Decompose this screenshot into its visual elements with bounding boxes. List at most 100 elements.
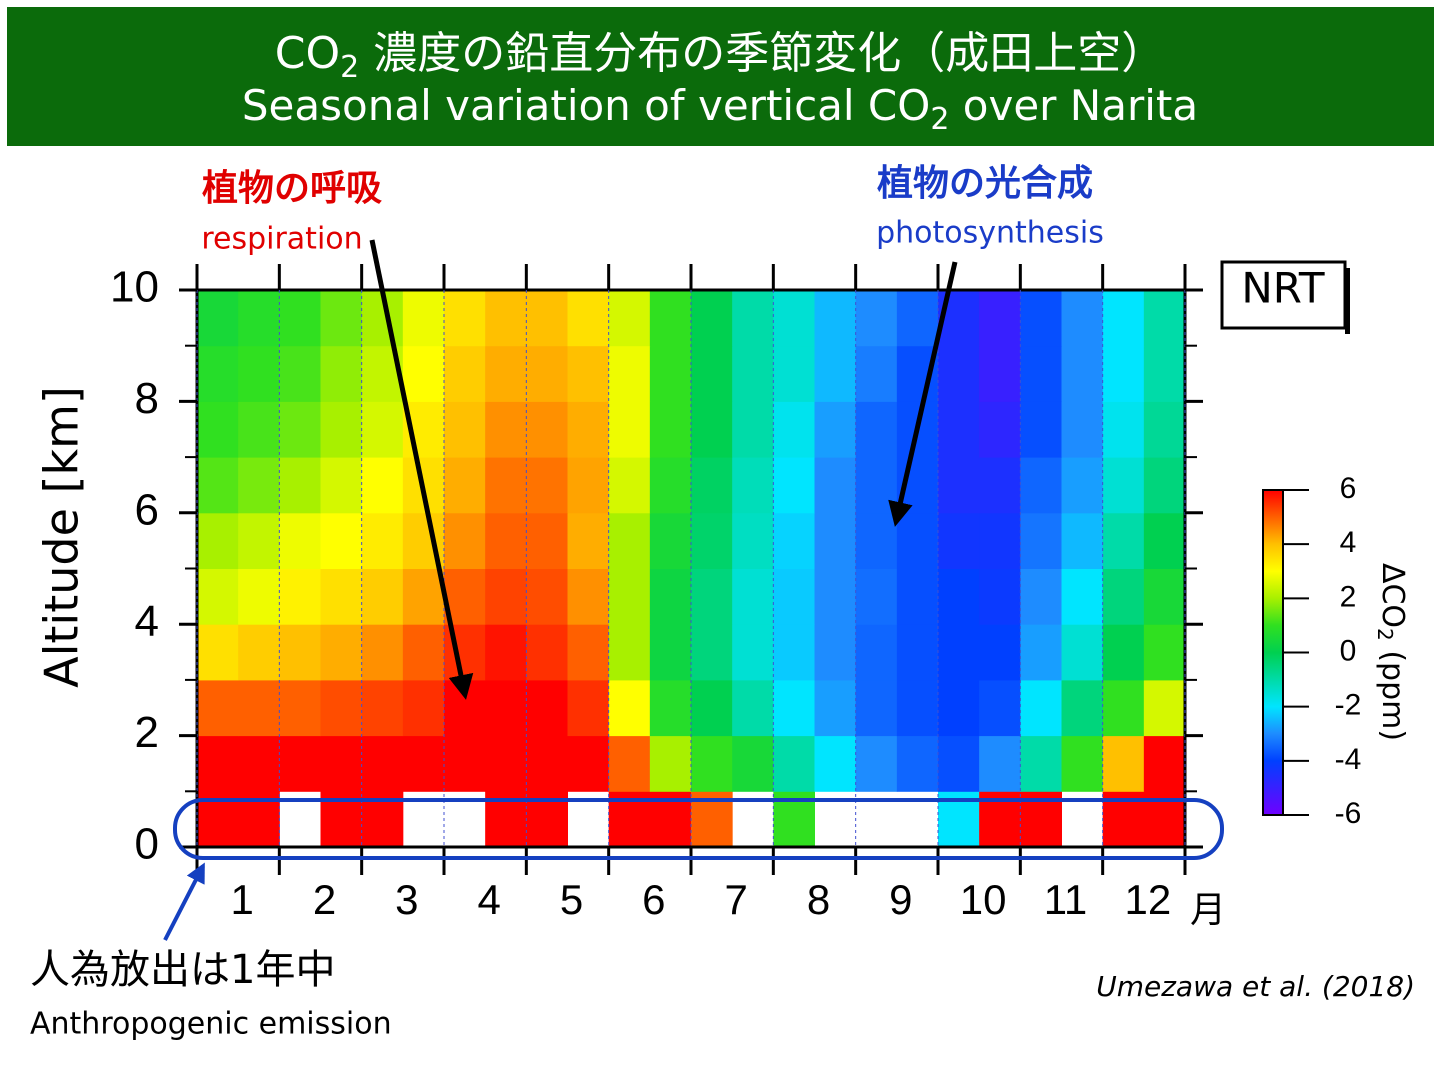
heatmap-cell [1061,568,1104,625]
heatmap-cell [691,512,733,569]
heatmap-cell [279,568,321,625]
heatmap-cell [320,457,363,514]
heatmap-cell [279,401,321,458]
heatmap-cell [1020,345,1062,402]
heatmap-cell [444,345,486,402]
heatmap-cell [855,679,898,737]
heatmap-cell [691,568,733,625]
heatmap-cell [1102,735,1145,792]
heatmap-cell [526,624,568,681]
heatmap-cell [1061,457,1104,514]
heatmap-cell [773,345,815,402]
heatmap-cell [526,568,568,625]
heatmap-cell [1061,345,1104,402]
heatmap-cell [279,345,321,402]
colorbar-tick-label: -2 [1335,689,1362,722]
colorbar [1262,489,1284,816]
heatmap-cell [444,457,486,514]
heatmap-cell [485,401,527,458]
heatmap-cell [649,345,692,402]
heatmap-cell [197,735,239,792]
heatmap-cell [567,624,610,681]
heatmap-cell [773,457,815,514]
heatmap-cell [608,735,651,792]
heatmap-cell [1102,290,1145,347]
heatmap-cell [855,568,898,625]
colorbar-tick-label: 0 [1340,634,1357,667]
heatmap-cell [732,735,774,792]
heatmap-cell [773,679,815,737]
x-tick-label: 1 [230,876,253,923]
heatmap-cell [279,624,321,681]
heatmap-cell [896,512,939,569]
heatmap-cell [402,679,445,737]
heatmap-cell [649,290,692,347]
heatmap-cell [855,512,898,569]
heatmap-cell [732,624,774,681]
y-tick-label: 6 [135,485,159,534]
heatmap-cell [732,290,774,347]
heatmap-cell [1102,568,1145,625]
heatmap-cell [855,345,898,402]
heatmap-cell [1143,568,1186,625]
x-tick-label: 6 [642,876,665,923]
heatmap-cell [1102,679,1145,737]
heatmap-cell [855,624,898,681]
heatmap-cell [896,568,939,625]
heatmap-cell [732,568,774,625]
heatmap-cell [608,568,651,625]
heatmap-cell [814,568,857,625]
heatmap-cell [691,345,733,402]
annotation: photosynthesis [876,216,1104,251]
heatmap-cell [1061,290,1104,347]
x-tick-label: 5 [560,876,583,923]
colorbar-tick-label: -6 [1335,797,1362,830]
heatmap-cell [608,290,651,347]
x-unit: 月 [1190,890,1226,931]
heatmap-cell [855,457,898,514]
heatmap-cell [938,568,980,625]
heatmap-cell [238,624,280,681]
heatmap-cell [691,401,733,458]
x-tick-label: 4 [477,876,500,923]
heatmap-cell [485,735,527,792]
annotation: 植物の呼吸 [202,168,382,209]
heatmap-cell [1143,735,1186,792]
heatmap-cell [608,512,651,569]
heatmap-cell [732,401,774,458]
heatmap-cell [1102,457,1145,514]
heatmap-cell [197,457,239,514]
heatmap-cell [649,512,692,569]
heatmap-cell [1061,512,1104,569]
heatmap-cell [896,624,939,681]
heatmap-cell [773,624,815,681]
heatmap-cell [485,457,527,514]
heatmap-cell [526,735,568,792]
heatmap-cell [979,345,1021,402]
heatmap-cell [649,735,692,792]
heatmap-cell [1020,624,1062,681]
arrow [369,239,474,700]
heatmap-cell [320,401,363,458]
x-tick-label: 2 [313,876,336,923]
heatmap-cell [1143,512,1186,569]
x-tick-label: 3 [395,876,418,923]
heatmap-cell [279,457,321,514]
heatmap-cell [361,457,404,514]
heatmap-cell [649,401,692,458]
heatmap-cell [567,290,610,347]
heatmap-cell [608,345,651,402]
heatmap-cell [1061,401,1104,458]
heatmap-cell [197,345,239,402]
heatmap-cell [1020,457,1062,514]
annotation: respiration [201,222,362,257]
heatmap-cell [197,401,239,458]
heatmap-cell [567,457,610,514]
heatmap-cell [896,735,939,792]
heatmap-cell [485,679,527,737]
x-tick-label: 10 [960,876,1007,923]
annotation: 人為放出は1年中 [30,947,335,993]
heatmap-cell [773,512,815,569]
source: Umezawa et al. (2018) [1096,970,1415,1003]
